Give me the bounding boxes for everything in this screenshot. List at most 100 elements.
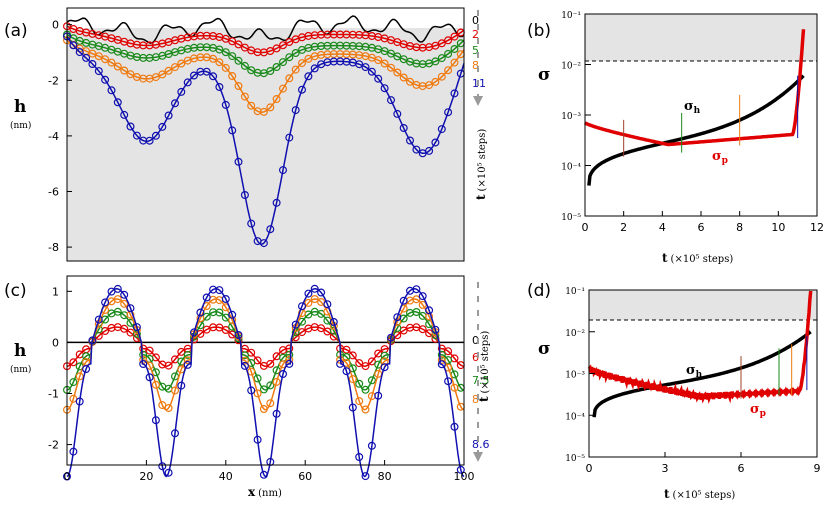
a-series-8-point [107, 58, 116, 67]
c-series-8.6-point [380, 363, 389, 372]
c-series-8.6-point [317, 288, 326, 297]
c-series-6-point [418, 325, 427, 334]
a-series-8-point [151, 73, 160, 82]
a-series-11-point [291, 106, 300, 115]
a-series-5-point [393, 52, 402, 61]
panel-a-yunit: (nm) [10, 120, 31, 131]
c-series-8.6-point [158, 462, 167, 471]
a-series-8-point [444, 66, 453, 75]
a-series-11-point [101, 75, 110, 84]
a-series-8-point [285, 74, 294, 83]
a-ytick-label: -8 [48, 241, 59, 254]
panel-a-yticks: 0 -2 -4 -6 -8 [48, 19, 72, 254]
c-series-7.5-point [437, 350, 446, 359]
c-series-7.5-point [380, 351, 389, 360]
a-series-11-point [234, 157, 243, 166]
a-series-2-point [450, 32, 459, 41]
a-series-8-point [380, 59, 389, 68]
xtick-label-d: 0 [586, 462, 593, 475]
panel-b-sigma-h-label: σh [684, 99, 701, 116]
c-series-7.5-point [355, 379, 364, 388]
c-series-8.6-point [196, 308, 205, 317]
a-series-11-point [247, 219, 256, 228]
panel-d-sigma-p-label: σp [750, 402, 766, 419]
c-series-8.6-point [342, 367, 351, 376]
a-series-5-point [240, 61, 249, 70]
c-series-7.5-point [253, 374, 262, 383]
c-series-7.5-point [139, 350, 148, 359]
c-series-8.6-point [177, 381, 186, 390]
c-series-6-point [221, 326, 230, 335]
a-series-11-point [202, 67, 211, 76]
c-series-8-point [75, 372, 84, 381]
panel-d-curves [587, 290, 813, 418]
a-series-11-point [425, 146, 434, 155]
c-series-8-point [304, 298, 313, 307]
a-series-2-point [240, 43, 249, 52]
a-series-11-point [82, 53, 91, 62]
a-series-8-point [450, 58, 459, 67]
c-series-8.6-point [164, 468, 173, 477]
a-series-2-point [444, 36, 453, 45]
c-series-7.5-point [342, 353, 351, 362]
c-series-8.6-point [101, 298, 110, 307]
a-series-11-point [310, 64, 319, 73]
a-series-8-point [171, 63, 180, 72]
c-series-8.6-point [285, 359, 294, 368]
c-series-6-point [367, 357, 376, 366]
a-series-11-point [221, 100, 230, 109]
c-series-8.6-point [253, 435, 262, 444]
a-series-8-point [215, 58, 224, 67]
a-series-11-point [266, 225, 275, 234]
xtick-label-b: 2 [620, 221, 627, 234]
a-series-11-point [145, 136, 154, 145]
a-series-11-point [355, 60, 364, 69]
a-series-11-point [69, 41, 78, 50]
c-xtick-label: 20 [139, 470, 153, 483]
a-series-8-point [374, 56, 383, 65]
c-series-8.6-point [120, 290, 129, 299]
panel-c-curves [62, 284, 465, 481]
c-series-8.6-point [450, 422, 459, 431]
a-series-8-point [209, 54, 218, 63]
c-series-8-point [151, 380, 160, 389]
c-legend-8.6: 8.6 [472, 438, 490, 451]
c-series-7.5-point [259, 385, 268, 394]
a-series-11-point [367, 67, 376, 76]
a-series-5-point [387, 49, 396, 58]
c-series-8.6-line [66, 288, 465, 478]
xtick-label-b: 10 [771, 221, 785, 234]
a-series-11-point [259, 239, 268, 248]
panel-b-sigma-h: σ [684, 99, 694, 114]
panel-c: (c) h (nm) 10-1-20 20 40 60 80 100 067.588.6 … [4, 275, 491, 499]
panel-c-ticks: 1 0 -1 -2 0 20 40 60 80 100 [48, 285, 474, 483]
panel-a: (a) h (nm) 0-2-4-6-8 025811 t(×10⁵ steps… [4, 7, 488, 262]
a-series-8-point [393, 68, 402, 77]
c-series-8.6-point [298, 302, 307, 311]
c-xtick-label: 80 [378, 470, 392, 483]
c-ytick-label: 1 [52, 285, 59, 298]
a-series-11-point [151, 131, 160, 140]
panel-a-frame [66, 7, 465, 262]
c-series-8.6-point [374, 391, 383, 400]
a-series-5-point [431, 57, 440, 66]
c-series-7.5-point [113, 307, 122, 316]
a-series-11-point [431, 138, 440, 147]
c-series-8.6-point [329, 318, 338, 327]
ytick-label-b: 10⁻³ [561, 112, 581, 122]
a-series-5-point [228, 52, 237, 61]
a-series-11-point [361, 63, 370, 72]
a-series-8-point [120, 66, 129, 75]
panel-d-ylabel: σ [538, 339, 551, 359]
c-series-8.6-point [82, 365, 91, 374]
a-series-5-point [285, 53, 294, 62]
ytick-label-d: 10⁻¹ [565, 287, 585, 297]
panel-c-arrow-head [473, 452, 483, 462]
panel-b-sigma-h-sub: h [694, 106, 701, 116]
c-xtick-label: 40 [219, 470, 233, 483]
panel-d-sigma-p: σ [750, 402, 760, 417]
xtick-label-b: 4 [659, 221, 666, 234]
ytick-label-d: 10⁻³ [565, 371, 585, 381]
a-series-11-point [387, 96, 396, 105]
